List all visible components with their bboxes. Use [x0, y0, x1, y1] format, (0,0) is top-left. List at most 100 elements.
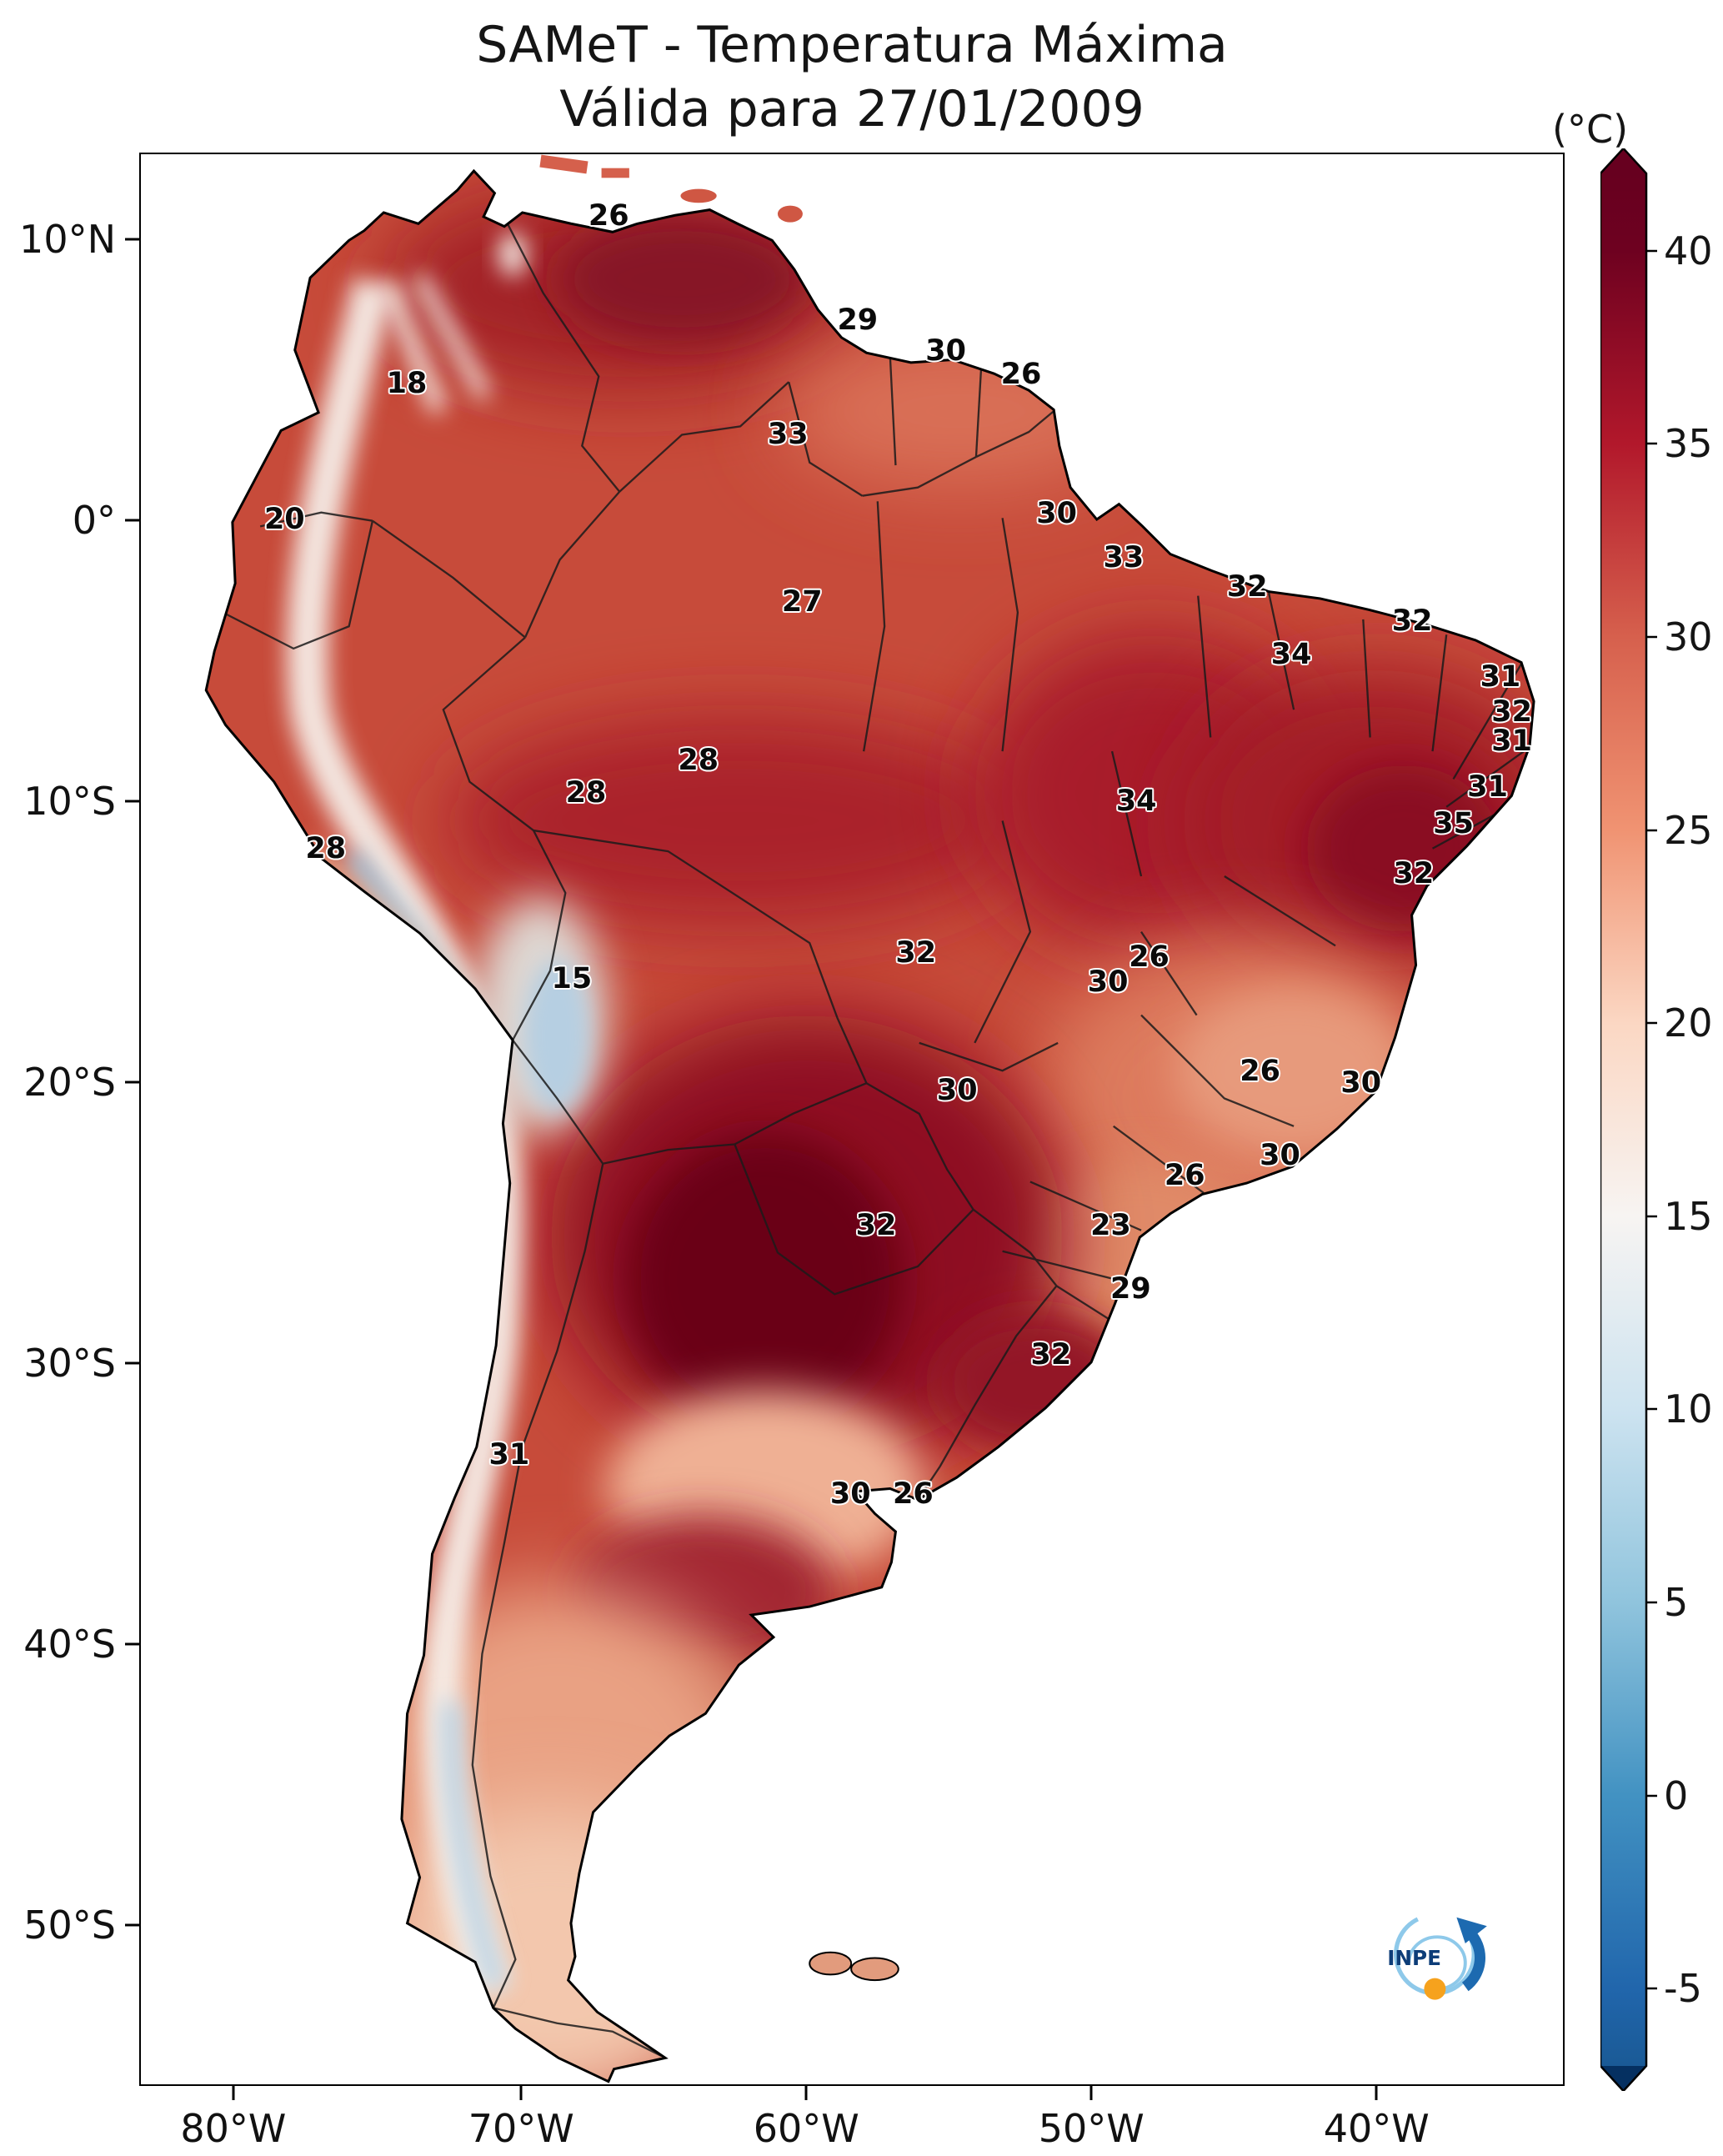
temp-label: 28 — [678, 743, 719, 777]
colorbar-extend-min — [1600, 2066, 1646, 2091]
temp-label: 20 — [263, 502, 305, 536]
lat-tick-label: 40°S — [23, 1622, 116, 1667]
axis-tick — [232, 2086, 235, 2100]
title-line-1: SAMeT - Temperatura Máxima — [476, 16, 1228, 74]
temp-label: 26 — [1000, 357, 1042, 391]
temp-label: 34 — [1270, 637, 1312, 671]
margarita-island — [680, 188, 717, 203]
temp-label: 31 — [1480, 660, 1521, 694]
logo-inner-swirl — [1407, 1935, 1468, 1991]
temp-label: 32 — [855, 1208, 897, 1242]
lat-tick-label: 0° — [72, 498, 116, 544]
temp-label: 33 — [767, 417, 809, 451]
lon-tick-label: 60°W — [753, 2106, 859, 2151]
colorbar-gradient — [1599, 147, 1657, 2093]
longitude-axis: 80°W 70°W 60°W 50°W 40°W — [139, 2086, 1565, 2156]
falkland-west-island — [809, 1951, 853, 1976]
colorbar-tick-label: 25 — [1664, 808, 1713, 853]
temp-label: 29 — [837, 303, 879, 338]
colorbar-ticks — [1646, 249, 1657, 1990]
axis-tick — [1089, 2086, 1093, 2100]
lat-tick-label: 10°N — [19, 217, 116, 263]
inpe-logo: INPE — [1372, 1899, 1502, 2009]
colorbar-tick-label: 35 — [1664, 421, 1713, 466]
map-frame: 26 29 30 26 18 33 30 20 33 32 27 32 34 3… — [139, 153, 1565, 2086]
lon-tick-label: 70°W — [468, 2106, 574, 2151]
temp-label: 15 — [551, 961, 593, 995]
temp-label: 33 — [1103, 540, 1144, 574]
temp-label: 34 — [1115, 784, 1157, 818]
lat-tick-label: 50°S — [23, 1903, 116, 1948]
temp-label: 18 — [386, 367, 428, 401]
temp-label: 32 — [895, 936, 937, 970]
temp-label: 26 — [1129, 940, 1170, 975]
colorbar-tick-label: 20 — [1664, 1000, 1713, 1045]
temp-label: 32 — [1226, 569, 1268, 604]
axis-tick — [125, 1642, 139, 1646]
temp-label: 30 — [829, 1477, 871, 1511]
temp-label: 31 — [1491, 724, 1532, 758]
colorbar: 40 35 30 25 20 15 10 5 0 -5 — [1599, 147, 1723, 2093]
lat-tick-label: 30°S — [23, 1341, 116, 1386]
title-line-2: Válida para 27/01/2009 — [559, 79, 1144, 138]
colorbar-tick-label: 0 — [1664, 1773, 1689, 1818]
lat-tick-label: 20°S — [23, 1060, 116, 1106]
colorbar-tick-label: 5 — [1664, 1580, 1689, 1625]
lon-tick-label: 40°W — [1323, 2106, 1430, 2151]
temp-label: 28 — [565, 776, 607, 810]
temp-label: 32 — [1391, 604, 1433, 639]
falkland-east-island — [850, 1957, 899, 1982]
colorbar-extend-max — [1600, 148, 1646, 173]
axis-tick — [125, 1923, 139, 1927]
logo-orbit-arrow — [1462, 1928, 1486, 1992]
temp-label: 28 — [305, 832, 347, 866]
latitude-axis: 10°N 0° 10°S 20°S 30°S 40°S 50°S — [0, 153, 139, 2086]
south-america-map — [204, 154, 1535, 2083]
temp-label: 26 — [588, 199, 629, 233]
colorbar-tick-label: 15 — [1664, 1194, 1713, 1239]
axis-tick — [125, 1081, 139, 1084]
temp-label: 23 — [1090, 1208, 1131, 1242]
trinidad-island — [777, 205, 803, 223]
temp-label: 26 — [1240, 1054, 1280, 1088]
patagonia-andes-cold — [442, 1702, 507, 1991]
axis-tick — [804, 2086, 808, 2100]
temp-label: 32 — [1030, 1337, 1072, 1371]
axis-tick — [125, 519, 139, 522]
axis-tick — [519, 2086, 523, 2100]
colorbar-tick-label: 30 — [1664, 614, 1713, 659]
axis-tick — [125, 238, 139, 241]
temp-label: 26 — [1164, 1158, 1205, 1192]
axis-tick — [125, 1361, 139, 1365]
temp-label: 29 — [1110, 1272, 1151, 1306]
temp-label: 27 — [781, 585, 823, 619]
temp-label: 30 — [925, 334, 966, 369]
logo-orange-dot — [1424, 1978, 1446, 2000]
page-title: SAMeT - Temperatura Máxima Válida para 2… — [139, 13, 1565, 142]
temp-label: 30 — [1260, 1139, 1300, 1173]
lon-tick-label: 50°W — [1038, 2106, 1144, 2151]
coastline — [204, 168, 1535, 2083]
temp-label: 30 — [936, 1073, 978, 1107]
axis-tick — [125, 800, 139, 803]
lat-tick-label: 10°S — [23, 779, 116, 825]
temp-label: 35 — [1433, 807, 1474, 841]
temp-label: 31 — [488, 1438, 530, 1472]
logo-arrowhead — [1456, 1917, 1488, 1943]
temp-label: 26 — [892, 1477, 934, 1511]
colorbar-tick-label: 40 — [1664, 228, 1713, 273]
colorbar-unit-label: (°C) — [1552, 107, 1629, 152]
temp-label: 30 — [1087, 965, 1129, 1000]
islands — [539, 154, 899, 1982]
axis-tick — [1375, 2086, 1378, 2100]
temp-label: 30 — [1036, 496, 1078, 530]
lon-tick-label: 80°W — [180, 2106, 287, 2151]
temp-label: 31 — [1467, 770, 1508, 805]
inpe-logo-text: INPE — [1388, 1946, 1442, 1970]
temp-label: 32 — [1491, 695, 1532, 730]
temp-label: 30 — [1340, 1065, 1382, 1100]
temp-label: 32 — [1393, 857, 1435, 891]
colorbar-tick-label: -5 — [1664, 1966, 1702, 2011]
colorbar-tick-label: 10 — [1664, 1386, 1713, 1431]
